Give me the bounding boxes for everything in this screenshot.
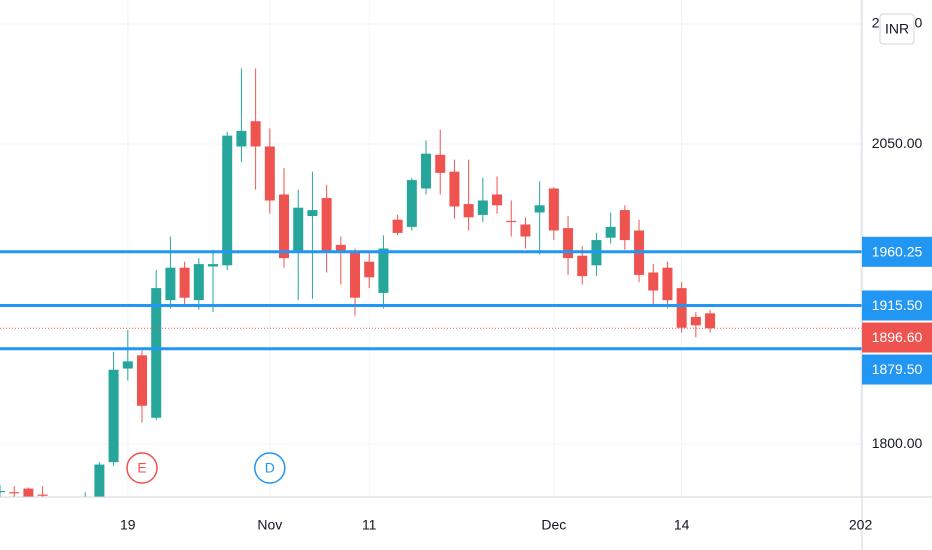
candle-body xyxy=(108,369,119,463)
candle-body xyxy=(619,210,630,241)
candle-body xyxy=(193,264,204,301)
candle-body xyxy=(492,194,503,206)
event-marker[interactable] xyxy=(254,452,286,484)
event-marker[interactable] xyxy=(126,452,158,484)
candle-body xyxy=(293,207,304,253)
y-tick-label: 2050.00 xyxy=(872,135,923,151)
candle-body xyxy=(548,188,559,231)
candle-body xyxy=(250,121,261,147)
candle-body xyxy=(435,154,446,173)
candle-body xyxy=(605,226,616,238)
x-tick-label: 19 xyxy=(120,517,136,533)
candle-body xyxy=(705,313,716,329)
candle-body xyxy=(392,219,403,233)
x-tick-label: 11 xyxy=(362,517,377,533)
candle-body xyxy=(449,171,460,207)
candle-body xyxy=(23,488,34,497)
x-tick-label: 202 xyxy=(849,517,873,533)
event-label: D xyxy=(265,460,275,476)
candle-body xyxy=(506,220,517,223)
candle-body xyxy=(406,180,417,227)
y-tick-label: 1800.00 xyxy=(872,435,923,451)
candle-body xyxy=(690,316,701,326)
candle-body xyxy=(37,494,48,496)
candle-body xyxy=(208,264,219,267)
candle-body xyxy=(66,502,76,504)
candle-body xyxy=(534,205,545,213)
candle-body xyxy=(151,288,162,418)
candle-body xyxy=(236,130,247,147)
candle-body xyxy=(80,497,90,502)
candle-body xyxy=(94,464,105,497)
candle-body xyxy=(335,244,346,253)
candle-body xyxy=(577,255,588,277)
price-label: 1879.50 xyxy=(872,361,923,377)
price-label: 1896.60 xyxy=(872,329,923,345)
price-label-box xyxy=(862,236,932,267)
currency[interactable]: INR xyxy=(885,21,909,37)
price-label: 1960.25 xyxy=(872,244,923,260)
candle-body xyxy=(9,492,20,494)
candle-body xyxy=(662,267,673,301)
price-label-box xyxy=(862,290,932,321)
candle-body xyxy=(676,288,687,328)
candle-body xyxy=(463,204,474,218)
candle-body xyxy=(364,261,375,278)
price-label-box xyxy=(862,354,932,385)
candle-body xyxy=(165,267,176,301)
candle-body xyxy=(563,228,574,259)
candle-body xyxy=(52,502,62,504)
candle-body xyxy=(264,146,275,201)
price-label-box xyxy=(862,322,932,353)
candle-body xyxy=(122,361,133,369)
candle-body xyxy=(421,153,432,189)
x-tick-label: Nov xyxy=(257,517,282,533)
x-tick-label: 14 xyxy=(674,517,690,533)
candle-body xyxy=(477,200,488,215)
currency-box[interactable] xyxy=(879,13,915,45)
candle-body xyxy=(307,210,318,217)
candle-body xyxy=(378,248,389,293)
candle-body xyxy=(0,490,5,493)
candle-body xyxy=(321,198,332,253)
candle-body xyxy=(279,194,290,259)
event-label: E xyxy=(137,460,146,476)
candle-body xyxy=(179,267,190,298)
candle-body xyxy=(222,135,233,266)
candle-body xyxy=(648,272,659,291)
price-label: 1915.50 xyxy=(872,297,923,313)
candle-body xyxy=(520,224,531,237)
candle-body xyxy=(137,355,148,406)
x-tick-label: Dec xyxy=(541,517,566,533)
candle-body xyxy=(350,252,361,298)
